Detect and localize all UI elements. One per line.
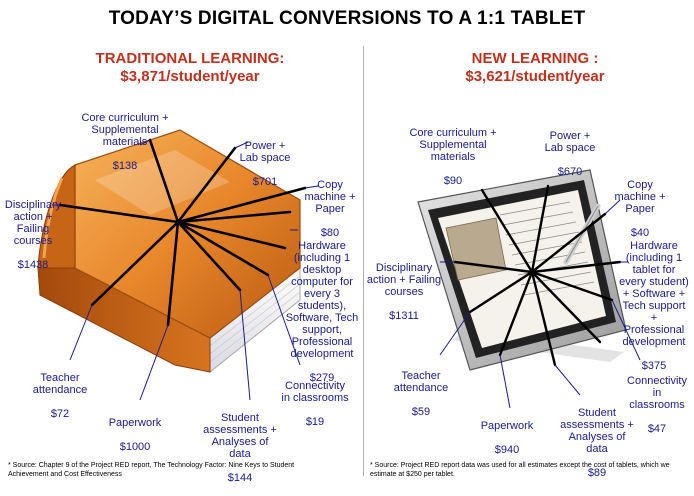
new-footnote: * Source: Project RED report data was us… <box>370 462 670 478</box>
new-paperwork-value: $940 <box>494 444 520 456</box>
new-leaders <box>439 199 641 409</box>
traditional-teacher-attendance: Teacher attendance $72 <box>25 360 95 432</box>
traditional-paperwork: Paperwork $1000 <box>95 405 175 465</box>
traditional-power-lab-value: $701 <box>252 176 278 188</box>
new-heading: NEW LEARNING : $3,621/student/year <box>390 50 680 86</box>
traditional-copy-machine-value: $80 <box>320 227 340 239</box>
traditional-footnote: * Source: Chapter 9 of the Project RED r… <box>8 462 295 478</box>
traditional-assessments-label: Student assessments + Analyses of data <box>203 412 277 460</box>
new-disciplinary-label: Disciplinary action + Failing courses <box>366 262 442 298</box>
new-teacher-attendance: Teacher attendance $59 <box>386 358 456 430</box>
new-assessments-label: Student assessments + Analyses of data <box>560 407 634 455</box>
new-connectivity-value: $47 <box>647 423 667 435</box>
new-core-curriculum-label: Core curriculum + Supplemental materials <box>409 127 497 163</box>
traditional-connectors <box>58 138 307 327</box>
diagram-art <box>37 129 641 409</box>
traditional-teacher-attendance-value: $72 <box>50 408 70 420</box>
traditional-disciplinary-label: Disciplinary action + Failing courses <box>4 199 62 247</box>
traditional-disciplinary-value: $1438 <box>17 259 49 271</box>
new-core-curriculum-value: $90 <box>443 175 463 187</box>
traditional-teacher-attendance-label: Teacher attendance <box>32 372 88 396</box>
panel-divider <box>363 46 364 476</box>
new-connectivity: Connectivity in classrooms $47 <box>622 363 692 447</box>
new-heading-cost: $3,621/student/year <box>465 68 605 85</box>
traditional-copy-machine-label: Copy machine + Paper <box>304 179 356 215</box>
traditional-hardware-label: Hardware (including 1 desktop computer f… <box>285 240 359 360</box>
traditional-heading-title: TRADITIONAL LEARNING: <box>95 50 285 67</box>
traditional-disciplinary: Disciplinary action + Failing courses $1… <box>2 187 64 283</box>
new-power-lab: Power + Lab space $670 <box>535 118 605 190</box>
new-power-lab-label: Power + Lab space <box>544 130 596 154</box>
new-heading-title: NEW LEARNING : <box>471 50 599 67</box>
new-hardware-value: $375 <box>641 360 667 372</box>
new-paperwork-label: Paperwork <box>480 420 534 432</box>
traditional-hardware: Hardware (including 1 desktop computer f… <box>280 228 364 396</box>
new-power-lab-value: $670 <box>557 166 583 178</box>
traditional-connectivity: Connectivity in classrooms $19 <box>270 368 360 440</box>
new-assessments: Student assessments + Analyses of data $… <box>547 395 647 491</box>
new-connectors <box>453 184 622 367</box>
new-paperwork: Paperwork $940 <box>470 408 544 468</box>
new-teacher-attendance-value: $59 <box>411 406 431 418</box>
traditional-core-curriculum-value: $138 <box>112 160 138 172</box>
page-title: TODAY’S DIGITAL CONVERSIONS TO A 1:1 TAB… <box>108 8 586 29</box>
traditional-power-lab-label: Power + Lab space <box>239 140 291 164</box>
traditional-heading: TRADITIONAL LEARNING: $3,871/student/yea… <box>40 50 340 86</box>
new-hardware-label: Hardware (including 1 tablet for every s… <box>619 240 689 348</box>
traditional-power-lab: Power + Lab space $701 <box>230 128 300 200</box>
new-disciplinary-value: $1311 <box>389 310 419 322</box>
tablet-icon <box>417 169 627 371</box>
new-copy-machine-label: Copy machine + Paper <box>614 179 666 215</box>
traditional-heading-cost: $3,871/student/year <box>120 68 260 85</box>
traditional-copy-machine: Copy machine + Paper $80 <box>300 167 360 251</box>
new-connectivity-label: Connectivity in classrooms <box>627 375 687 411</box>
traditional-connectivity-value: $19 <box>305 416 325 428</box>
new-teacher-attendance-label: Teacher attendance <box>393 370 449 394</box>
traditional-connectivity-label: Connectivity in classrooms <box>281 380 349 404</box>
traditional-paperwork-label: Paperwork <box>108 417 162 429</box>
new-assessments-value: $89 <box>587 467 607 479</box>
traditional-core-curriculum: Core curriculum + Supplemental materials… <box>60 100 190 184</box>
traditional-paperwork-value: $1000 <box>119 441 151 453</box>
traditional-assessments: Student assessments + Analyses of data $… <box>190 400 290 496</box>
traditional-leaders <box>52 139 319 401</box>
new-copy-machine-value: $40 <box>630 227 650 239</box>
traditional-core-curriculum-label: Core curriculum + Supplemental materials <box>81 112 169 148</box>
traditional-hardware-value: $279 <box>309 372 335 384</box>
new-core-curriculum: Core curriculum + Supplemental materials… <box>398 115 508 199</box>
new-hardware: Hardware (including 1 tablet for every s… <box>614 228 694 384</box>
new-copy-machine: Copy machine + Paper $40 <box>610 167 670 251</box>
new-disciplinary: Disciplinary action + Failing courses $1… <box>366 250 442 334</box>
